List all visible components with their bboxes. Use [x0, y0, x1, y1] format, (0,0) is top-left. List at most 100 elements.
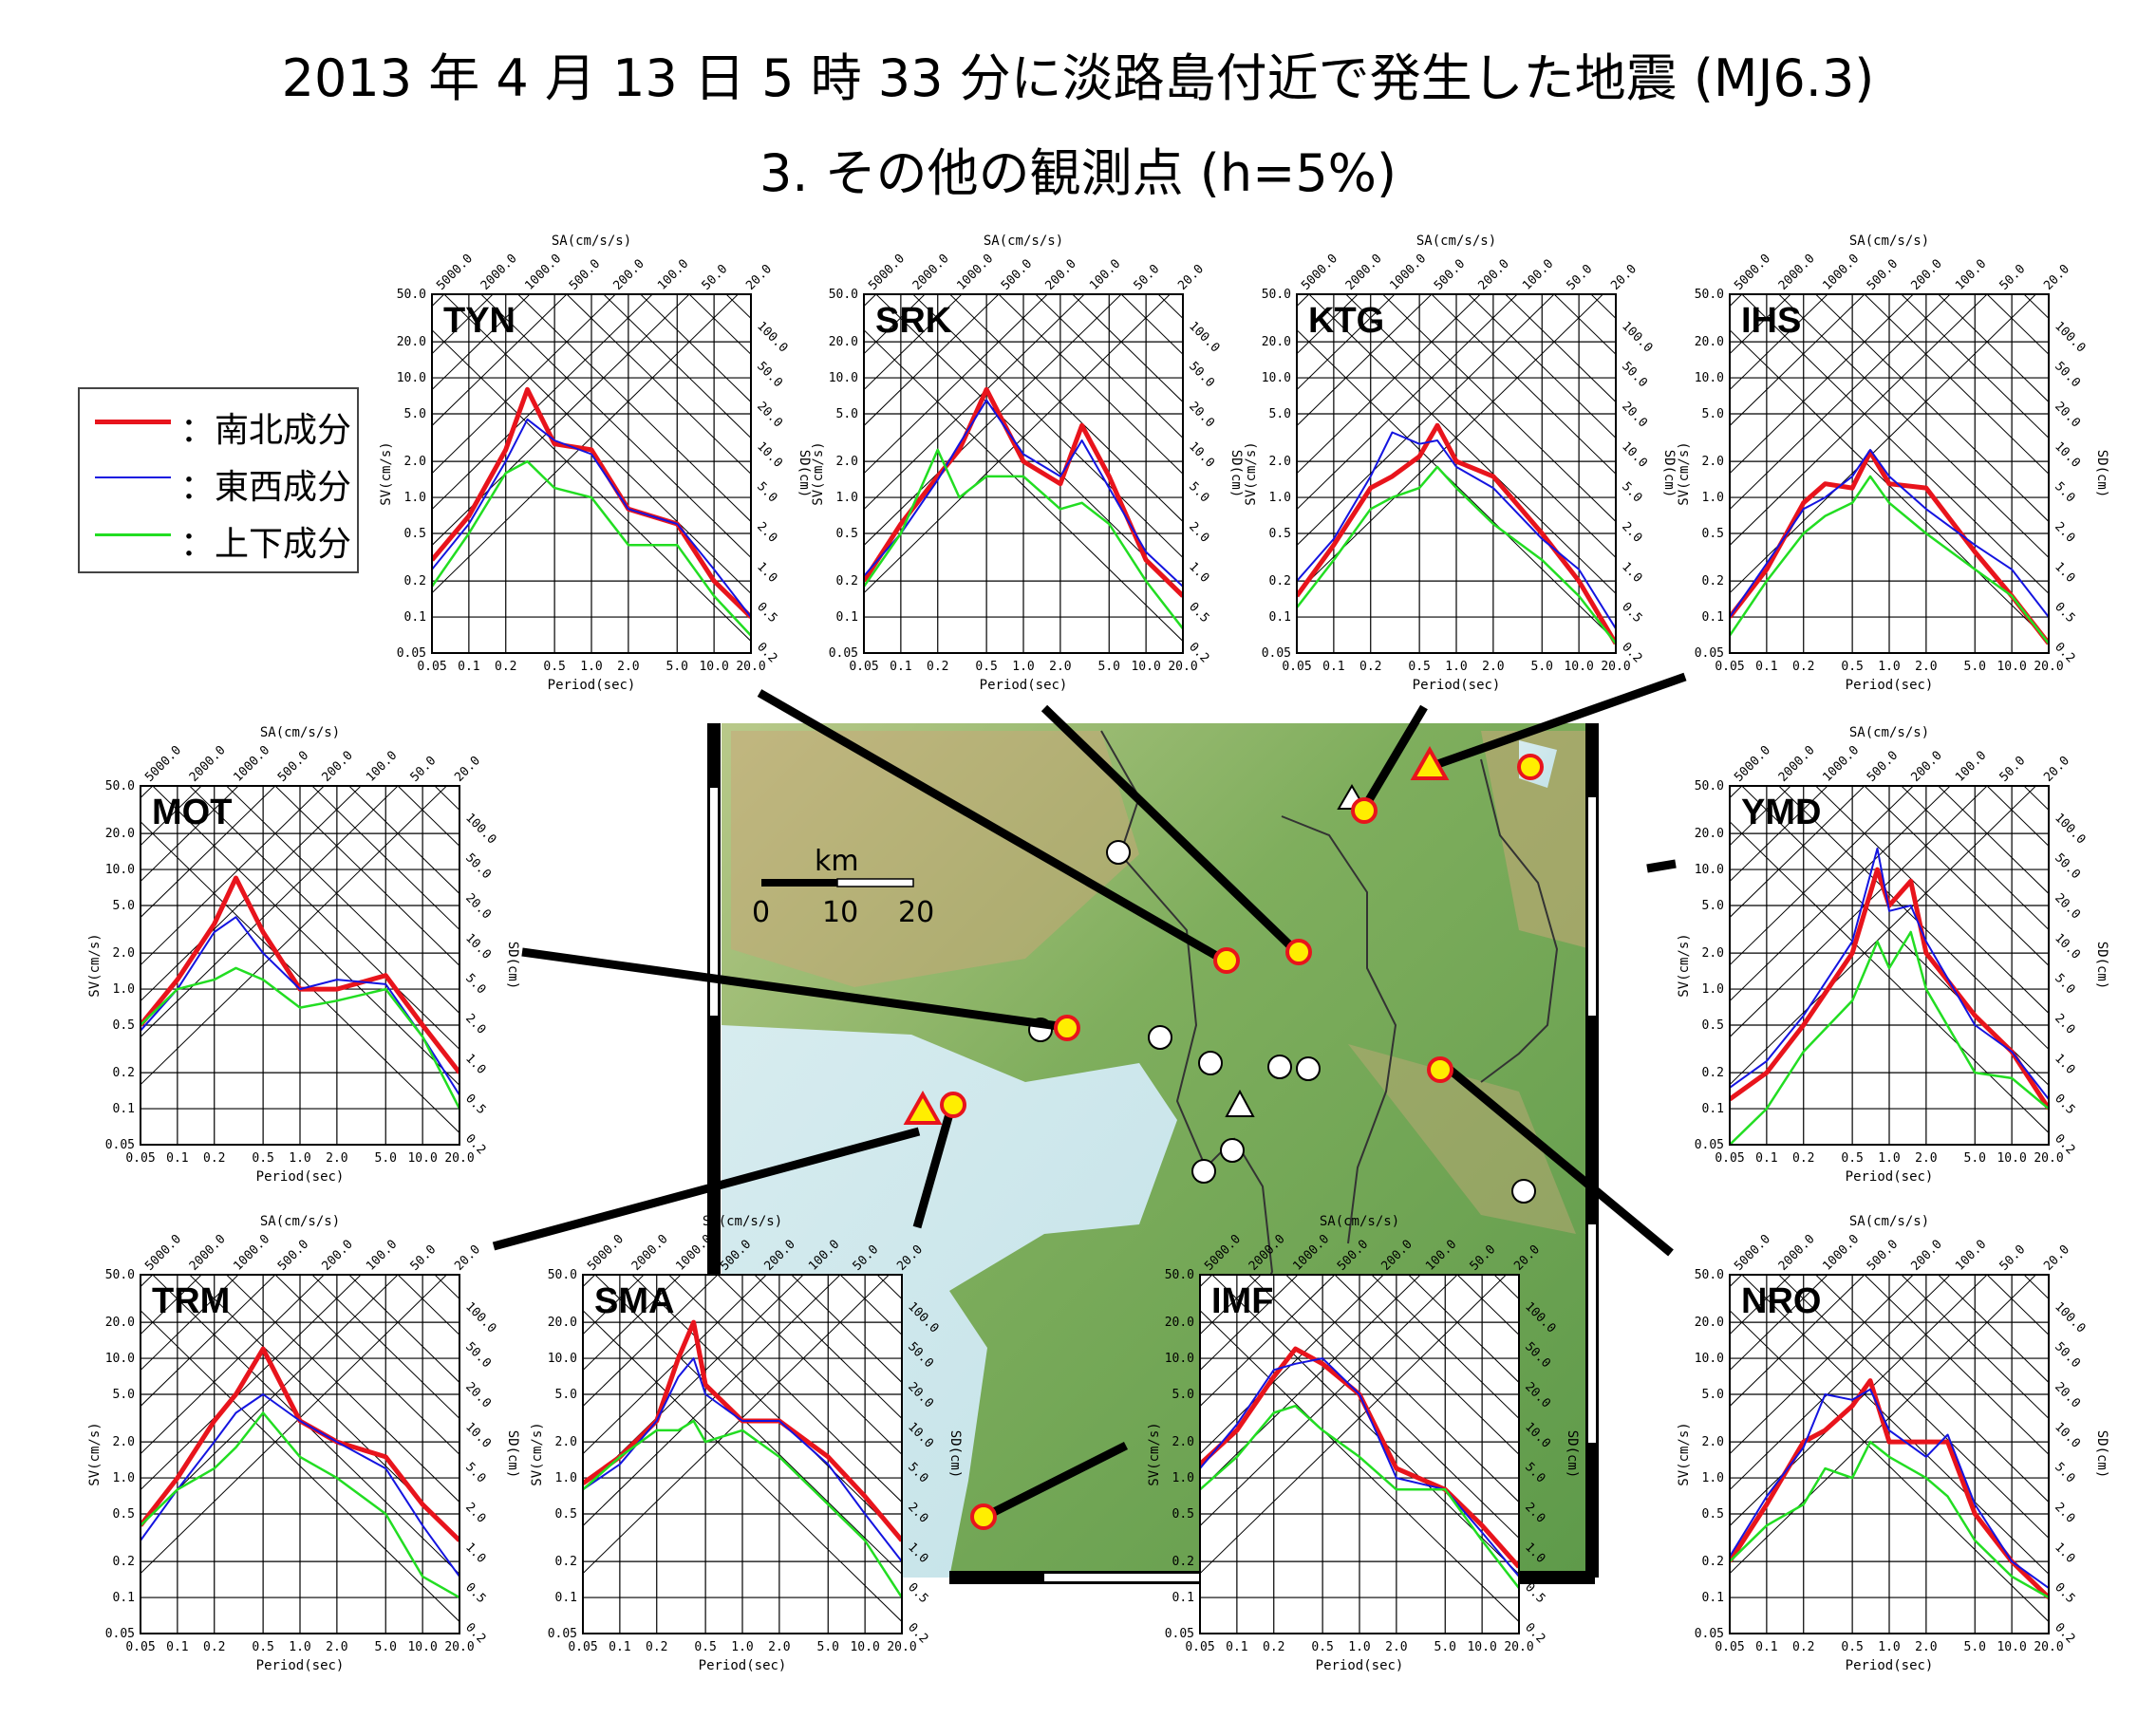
sa-tick-label: 20.0 [2041, 262, 2072, 293]
connector-line [1446, 1065, 1674, 1257]
sa-axis-label: SA(cm/s/s) [1849, 1214, 1929, 1229]
plot-grid-area [141, 1275, 459, 1634]
x-tick-label: 1.0 [1348, 1640, 1370, 1654]
y-tick-label: 5.0 [1702, 407, 1724, 421]
x-tick-label: 2.0 [1915, 1151, 1937, 1166]
x-tick-label: 0.1 [1226, 1640, 1247, 1654]
observed-station-triangle [1410, 745, 1450, 780]
sa-axis-label: SA(cm/s/s) [1416, 233, 1496, 249]
sd-diagonal [1200, 1309, 1519, 1623]
sa-tick-label: 20.0 [2041, 754, 2072, 785]
x-tick-label: 0.2 [203, 1640, 225, 1654]
sa-diagonal [1730, 786, 1951, 1002]
x-tick-label: 0.5 [694, 1640, 716, 1654]
sa-tick-label: 200.0 [320, 1238, 356, 1274]
sa-diagonal [1730, 786, 2037, 1086]
sd-diagonal [1308, 294, 1616, 595]
x-tick-label: 2.0 [1915, 660, 1937, 674]
sa-tick-label: 500.0 [1865, 749, 1901, 785]
y-tick-label: 50.0 [1165, 1268, 1194, 1282]
map-scale-bar [761, 879, 837, 887]
sa-tick-label: 50.0 [1565, 262, 1596, 293]
x-tick-label: 0.05 [125, 1151, 155, 1166]
y-tick-label: 2.0 [836, 455, 858, 469]
plot-frame [140, 785, 460, 1146]
x-tick-label: 0.5 [1311, 1640, 1333, 1654]
x-tick-label: 2.0 [617, 660, 639, 674]
x-tick-label: 0.2 [1792, 1640, 1814, 1654]
series-line-ns [583, 1319, 902, 1542]
sd-tick-label: 20.0 [1186, 400, 1217, 431]
x-tick-label: 0.1 [166, 1640, 188, 1654]
sa-tick-label: 200.0 [1909, 749, 1945, 785]
sd-tick-label: 100.0 [1619, 319, 1655, 355]
legend-label: ：東西成分 [180, 468, 352, 507]
sd-diagonal [1777, 294, 2049, 559]
plot-grid-area [864, 294, 1183, 653]
sd-axis-label: SD(cm) [1661, 450, 1677, 498]
sa-diagonal [1200, 1275, 1458, 1527]
x-tick-label: 20.0 [1601, 660, 1630, 674]
series-line-ew [583, 1357, 902, 1562]
sd-tick-label: 5.0 [1619, 479, 1644, 505]
sd-diagonal [432, 328, 751, 643]
sd-tick-label: 5.0 [1522, 1460, 1547, 1485]
y-tick-label: 50.0 [1695, 1268, 1724, 1282]
sa-diagonal [1200, 1275, 1385, 1455]
y-axis-label: SV(cm/s) [1244, 441, 1259, 505]
y-tick-label: 0.05 [397, 646, 426, 661]
sa-tick-label: 2000.0 [1343, 252, 1385, 293]
x-tick-label: 1.0 [731, 1640, 753, 1654]
map-scale-title: km [815, 845, 859, 878]
x-tick-label: 1.0 [289, 1151, 310, 1166]
plot-frame [582, 1274, 903, 1634]
series-line-ud [1297, 465, 1616, 644]
sa-diagonal [1730, 294, 1951, 511]
y-tick-label: 1.0 [1702, 982, 1724, 997]
y-tick-label: 0.2 [555, 1555, 577, 1569]
sd-tick-label: 1.0 [754, 560, 779, 586]
sd-diagonal [630, 1275, 902, 1540]
station-label: KTG [1308, 301, 1384, 341]
sa-tick-label: 2000.0 [478, 252, 520, 293]
y-tick-label: 0.1 [1172, 1591, 1194, 1605]
sa-tick-label: 1000.0 [954, 252, 996, 293]
legend-item: ：南北成分 [89, 397, 355, 450]
sd-tick-label: 2.0 [2052, 519, 2077, 545]
sd-tick-label: 50.0 [905, 1339, 936, 1371]
x-tick-label: 10.0 [1997, 1640, 2026, 1654]
sd-tick-label: 5.0 [754, 479, 779, 505]
y-tick-label: 10.0 [1165, 1352, 1194, 1366]
sa-diagonal [1297, 294, 1555, 547]
x-axis-label: Period(sec) [1846, 678, 1934, 693]
x-tick-label: 2.0 [1915, 1640, 1937, 1654]
sa-tick-label: 100.0 [1423, 1238, 1459, 1274]
sa-tick-label: 5000.0 [866, 252, 908, 293]
y-tick-label: 1.0 [555, 1471, 577, 1485]
sa-tick-label: 1000.0 [522, 252, 564, 293]
sd-axis-label: SD(cm) [1228, 450, 1244, 498]
x-tick-label: 10.0 [1997, 1151, 2026, 1166]
map-scale-tick: 10 [822, 896, 859, 929]
sd-axis-label: SD(cm) [505, 942, 520, 990]
spectrum-chart-imf: IMF 0.05 0.1 0.2 0.5 1.0 2.0 5.0 10.0 20.0 50.0 0.0… [1147, 1214, 1580, 1673]
sa-tick-label: 1000.0 [231, 1232, 272, 1274]
spectrum-chart-sma: SMA 0.05 0.1 0.2 0.5 1.0 2.0 5.0 10.0 20.0 50.0 0.0… [530, 1214, 963, 1673]
x-tick-label: 2.0 [326, 1640, 347, 1654]
x-tick-label: 1.0 [1445, 660, 1467, 674]
sa-tick-label: 50.0 [1997, 262, 2029, 293]
sd-diagonal [479, 294, 751, 559]
sd-diagonal [516, 294, 751, 523]
sd-diagonal [225, 786, 459, 1015]
y-tick-label: 5.0 [836, 407, 858, 421]
y-tick-label: 2.0 [1702, 946, 1724, 961]
sd-axis-label: SD(cm) [505, 1430, 520, 1479]
series-line-ew [864, 399, 1183, 588]
sa-tick-label: 200.0 [1476, 257, 1512, 293]
sa-tick-label: 500.0 [1865, 1238, 1901, 1274]
sd-diagonal [864, 328, 1183, 643]
station-marker [1198, 1051, 1223, 1075]
x-tick-label: 0.2 [1792, 1151, 1814, 1166]
x-tick-label: 0.1 [1755, 660, 1777, 674]
sd-diagonal [583, 1309, 902, 1623]
